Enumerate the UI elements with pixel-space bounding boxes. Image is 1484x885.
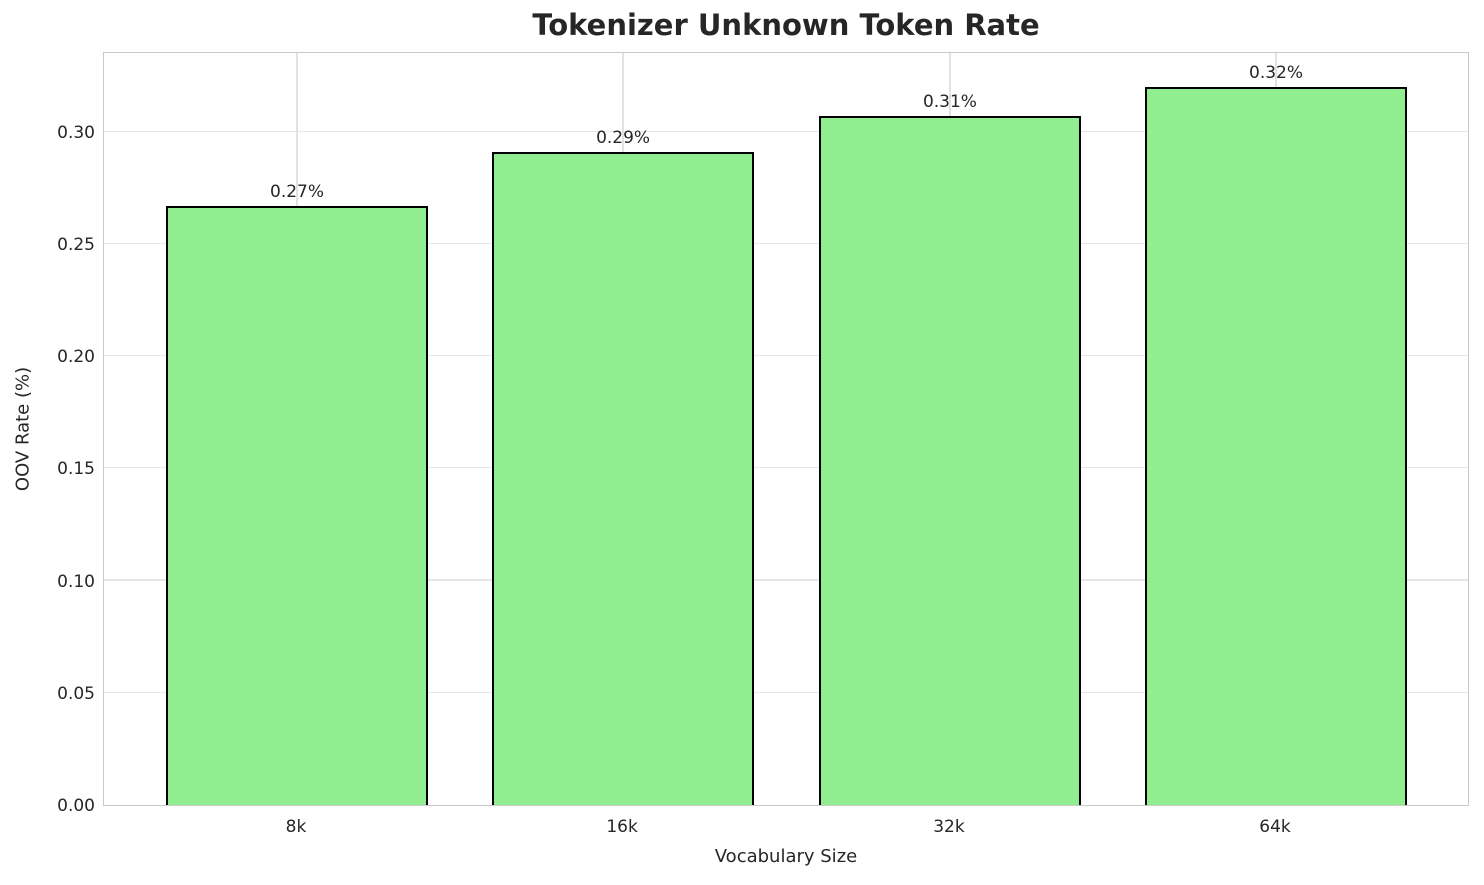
bar-8k — [166, 205, 429, 805]
y-gridline — [104, 467, 1468, 469]
bar-64k — [1145, 86, 1408, 805]
bar-value-label: 0.27% — [270, 181, 325, 202]
y-gridline — [104, 355, 1468, 357]
y-tick-label: 0.20 — [57, 347, 95, 368]
plot-area: 0.27% 0.29% 0.31% 0.32% — [103, 52, 1469, 806]
x-tick-label: 64k — [1259, 817, 1291, 837]
chart-title: Tokenizer Unknown Token Rate — [532, 8, 1040, 42]
bar-value-label: 0.31% — [922, 92, 977, 113]
x-tick-label: 32k — [933, 817, 965, 837]
y-gridline — [104, 242, 1468, 244]
y-tick-label: 0.30 — [57, 122, 95, 143]
bar-32k — [818, 116, 1081, 805]
x-axis-label: Vocabulary Size — [714, 846, 858, 867]
bar-value-label: 0.29% — [596, 127, 651, 148]
y-gridline — [104, 691, 1468, 693]
y-axis-label: OOV Rate (%) — [12, 366, 34, 492]
bar-value-label: 0.32% — [1249, 62, 1304, 83]
y-tick-label: 0.05 — [57, 683, 95, 704]
y-tick-label: 0.10 — [57, 571, 95, 592]
y-gridline — [104, 579, 1468, 581]
y-tick-label: 0.15 — [57, 459, 95, 480]
y-tick-label: 0.25 — [57, 234, 95, 255]
bar-16k — [492, 151, 755, 805]
y-tick-label: 0.00 — [57, 796, 95, 816]
y-gridline — [104, 130, 1468, 132]
x-tick-label: 16k — [606, 817, 638, 837]
x-tick-label: 8k — [285, 817, 307, 837]
